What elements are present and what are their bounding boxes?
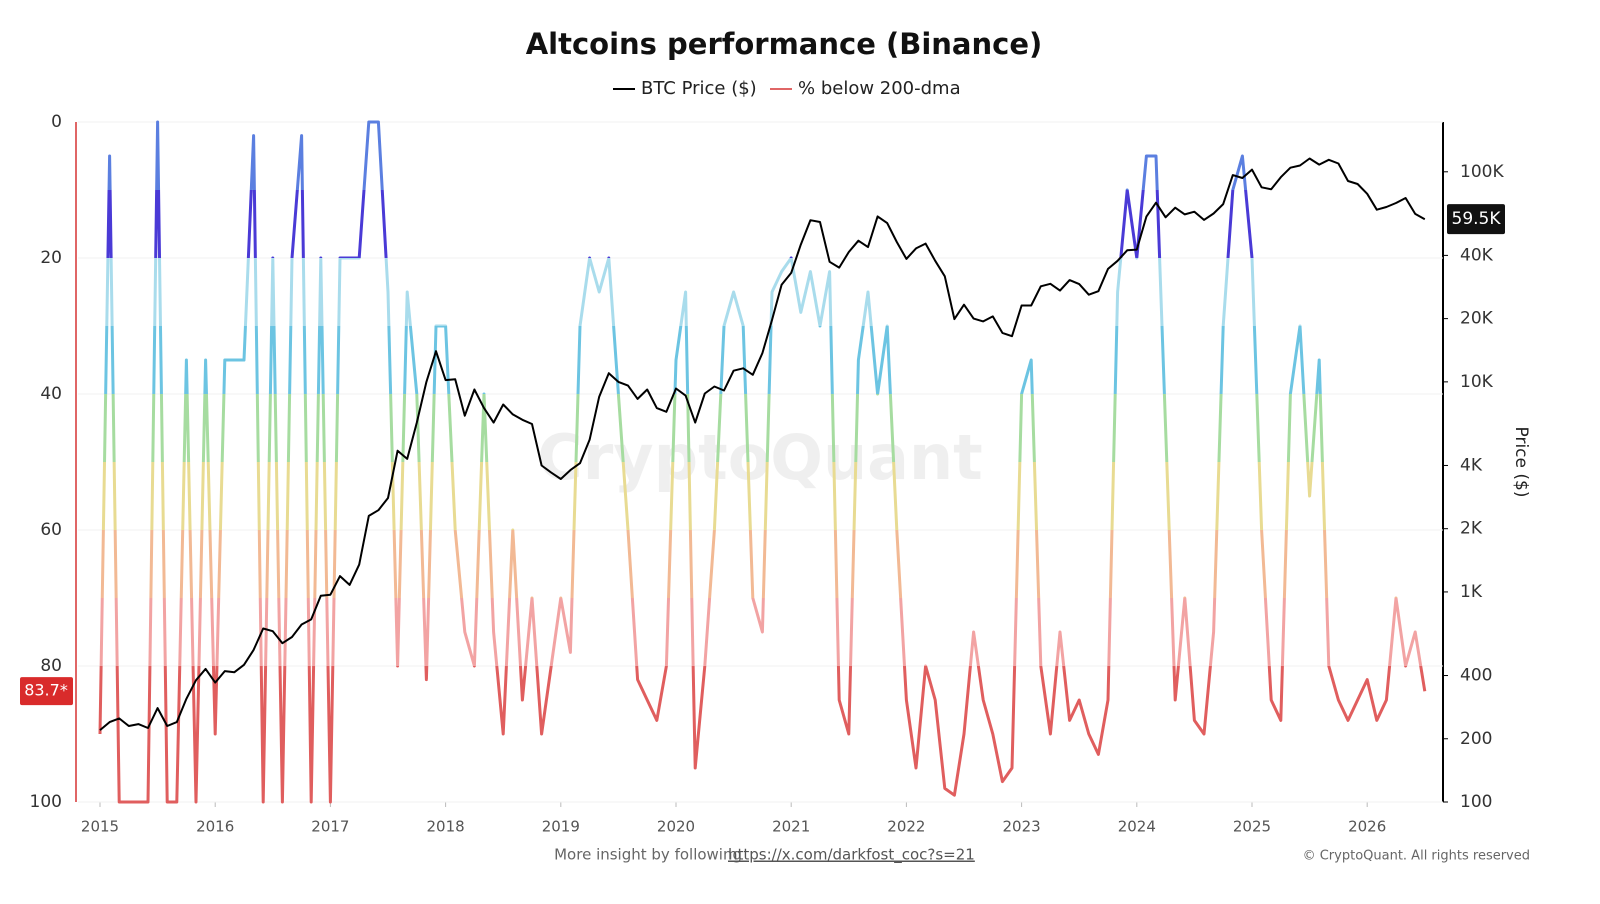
y2-tick-label: 100K	[1460, 162, 1504, 182]
y2-tick-label: 10K	[1460, 372, 1494, 392]
watermark: CryptoQuant	[537, 421, 983, 494]
y-tick-label: 20	[40, 248, 62, 268]
x-tick-label: 2026	[1348, 818, 1386, 836]
footer-text: More insight by following	[554, 846, 742, 864]
y2-axis-title: Price ($)	[1511, 427, 1531, 498]
x-tick-label: 2025	[1233, 818, 1271, 836]
y2-tick-label: 1K	[1460, 582, 1483, 602]
last-value-label: 83.7*	[24, 681, 68, 700]
y2-tick-label: 100	[1460, 792, 1492, 812]
x-tick-label: 2018	[427, 818, 465, 836]
x-tick-label: 2015	[81, 818, 119, 836]
copyright: © CryptoQuant. All rights reserved	[1303, 849, 1530, 864]
last-value-box	[1447, 204, 1505, 235]
x-tick-label: 2019	[542, 818, 580, 836]
y2-tick-label: 400	[1460, 666, 1492, 686]
x-tick-label: 2016	[196, 818, 234, 836]
pct-line	[98, 120, 1427, 804]
price-line	[99, 157, 1426, 731]
y2-tick-label: 200	[1460, 729, 1492, 749]
last-value-box	[20, 677, 73, 706]
chart-title: Altcoins performance (Binance)	[526, 27, 1043, 61]
x-tick-label: 2022	[887, 818, 925, 836]
y-tick-label: 60	[40, 520, 62, 540]
y2-tick-label: 2K	[1460, 519, 1483, 539]
x-tick-label: 2024	[1118, 818, 1156, 836]
y-tick-label: 0	[51, 112, 62, 132]
footer-link[interactable]: https://x.com/darkfost_coc?s=21	[728, 846, 975, 865]
legend-label[interactable]: % below 200-dma	[798, 78, 961, 99]
y-tick-label: 100	[30, 792, 62, 812]
x-tick-label: 2021	[772, 818, 810, 836]
y-tick-label: 80	[40, 656, 62, 676]
y2-tick-label: 20K	[1460, 309, 1494, 329]
x-tick-label: 2023	[1003, 818, 1041, 836]
x-tick-label: 2017	[311, 818, 349, 836]
y2-tick-label: 40K	[1460, 245, 1494, 265]
y2-tick-label: 4K	[1460, 455, 1483, 475]
last-value-label: 59.5K	[1452, 209, 1502, 229]
legend-label[interactable]: BTC Price ($)	[641, 78, 757, 99]
x-tick-label: 2020	[657, 818, 695, 836]
y-tick-label: 40	[40, 384, 62, 404]
